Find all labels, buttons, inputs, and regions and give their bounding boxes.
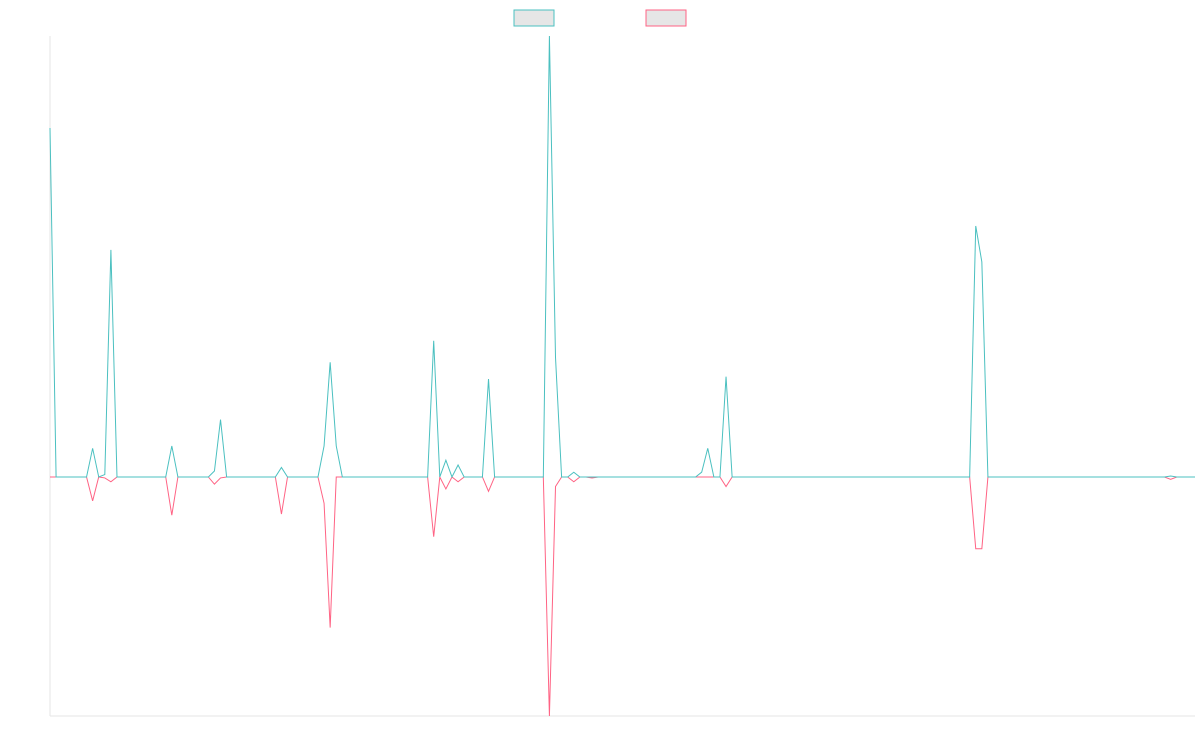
series-line: [49, 35, 1195, 479]
legend-swatch[interactable]: [645, 9, 687, 27]
legend-swatch[interactable]: [513, 9, 555, 27]
series-line: [50, 475, 1195, 717]
